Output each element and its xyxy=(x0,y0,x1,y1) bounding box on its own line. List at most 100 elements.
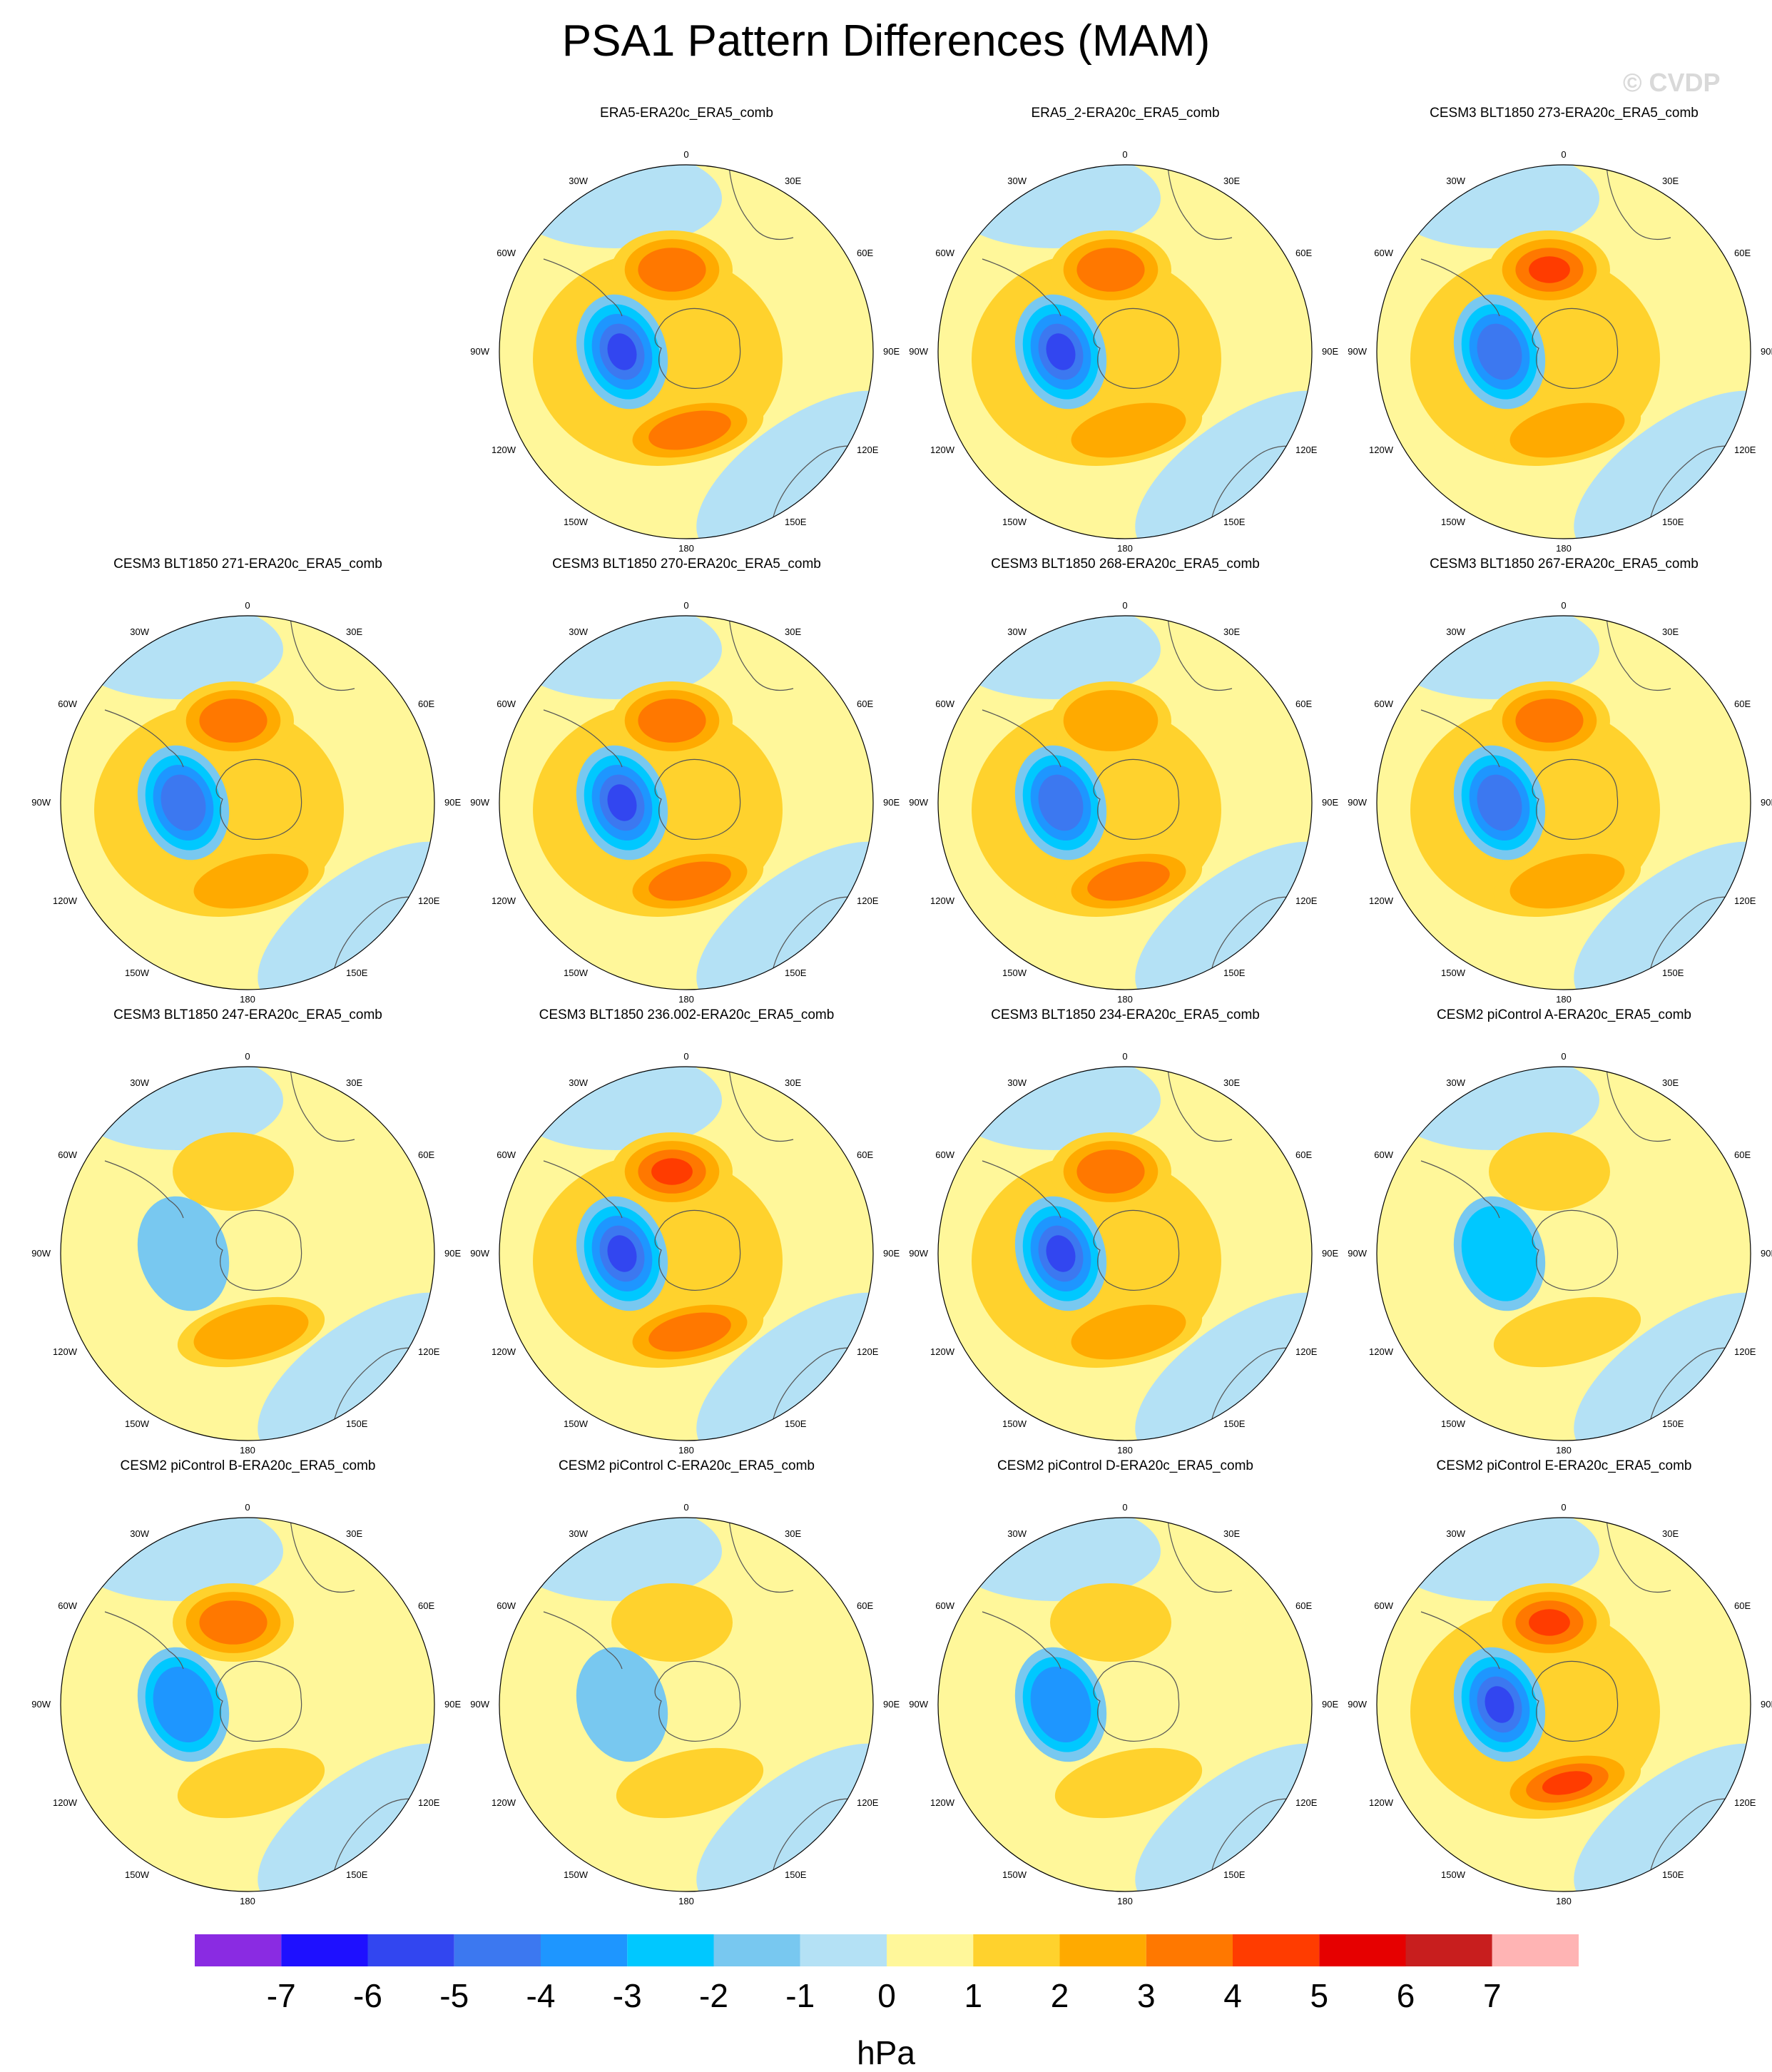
south-america-coastline xyxy=(543,709,623,768)
contour-negative-outer xyxy=(1574,1743,1751,1891)
south-america-coastline xyxy=(1420,1160,1500,1219)
map-panel: ERA5_2-ERA20c_ERA5_comb 0 30E 60E 90E 120E 150… xyxy=(906,106,1345,555)
colorbar-tick-label: 4 xyxy=(1223,1977,1242,2014)
longitude-label: 90E xyxy=(1761,1699,1772,1710)
south-america-coastline xyxy=(543,1611,623,1670)
longitude-label: 180 xyxy=(1117,1445,1133,1456)
contour-negative-outer xyxy=(696,390,873,539)
colorbar-tick-label: -2 xyxy=(699,1977,728,2014)
longitude-label: 180 xyxy=(1556,994,1572,1005)
map-boundary xyxy=(1376,615,1751,990)
longitude-label: 90W xyxy=(31,1248,51,1259)
longitude-label: 0 xyxy=(683,149,688,160)
polar-map: 0 30E 60E 90E 120E 150E 180 150W 120W 90W 60W 30W xyxy=(31,1502,461,1906)
longitude-label: 150W xyxy=(125,1418,150,1429)
contour-field xyxy=(1377,165,1751,539)
polar-map: 0 30E 60E 90E 120E 150E 180 150W 120W 90W 60W 30W xyxy=(31,1051,461,1456)
contour-positive-center xyxy=(638,248,706,292)
map-boundary xyxy=(937,1517,1313,1892)
polar-map: 0 30E 60E 90E 120E 150E 180 150W 120W 90W 60W 30W xyxy=(1348,600,1772,1005)
colorbar-tick-label: -5 xyxy=(439,1977,469,2014)
contour-negative-center xyxy=(161,774,206,831)
longitude-label: 60E xyxy=(857,1600,873,1611)
longitude-label: 30W xyxy=(130,626,149,637)
longitude-label: 90W xyxy=(1348,1699,1367,1710)
panel-title: ERA5_2-ERA20c_ERA5_comb xyxy=(1031,106,1220,121)
longitude-label: 30E xyxy=(1662,626,1679,637)
longitude-label: 120E xyxy=(857,1346,879,1357)
longitude-label: 60W xyxy=(1374,248,1393,258)
africa-coastline xyxy=(1606,1067,1671,1142)
longitude-label: 30E xyxy=(1223,1077,1240,1088)
contour-negative-center xyxy=(153,1666,214,1743)
antarctica-coastline xyxy=(1532,308,1619,390)
longitude-label: 90W xyxy=(470,1699,489,1710)
longitude-label: 0 xyxy=(683,1502,688,1513)
contour-negative-outer xyxy=(258,1292,434,1441)
longitude-label: 150E xyxy=(346,1418,368,1429)
longitude-label: 30W xyxy=(1007,626,1027,637)
longitude-label: 120E xyxy=(1295,445,1318,455)
longitude-label: 60E xyxy=(1295,1149,1312,1160)
polar-map: 0 30E 60E 90E 120E 150E 180 150W 120W 90W 60W 30W xyxy=(909,149,1338,554)
africa-coastline xyxy=(290,616,355,691)
longitude-label: 90W xyxy=(470,1248,489,1259)
longitude-label: 180 xyxy=(1117,543,1133,554)
longitude-label: 0 xyxy=(1122,1051,1127,1062)
longitude-label: 90W xyxy=(909,1248,928,1259)
south-america-coastline xyxy=(1420,258,1500,317)
contour-positive-center xyxy=(1063,690,1159,751)
colorbar-swatch xyxy=(1146,1934,1233,1966)
contour-positive-center xyxy=(199,1600,268,1645)
longitude-label: 60E xyxy=(857,248,873,258)
longitude-label: 90E xyxy=(1322,797,1338,808)
australia-coastline xyxy=(1649,896,1743,975)
longitude-label: 90E xyxy=(444,1248,461,1259)
longitude-label: 120E xyxy=(418,1797,440,1808)
longitude-label: 60W xyxy=(58,1600,77,1611)
polar-map: 0 30E 60E 90E 120E 150E 180 150W 120W 90W 60W 30W xyxy=(909,1502,1338,1906)
south-america-coastline xyxy=(104,1160,184,1219)
longitude-label: 120E xyxy=(1734,1797,1756,1808)
longitude-label: 180 xyxy=(1117,1896,1133,1906)
longitude-label: 150E xyxy=(346,1869,368,1880)
contour-negative-center xyxy=(607,784,637,821)
longitude-label: 30W xyxy=(1446,1528,1465,1539)
contour-positive-center xyxy=(1087,861,1170,901)
longitude-label: 120W xyxy=(1369,1797,1394,1808)
map-panel: CESM3 BLT1850 271-ERA20c_ERA5_comb 0 30E 60… xyxy=(29,557,467,1006)
contour-negative-outer xyxy=(1135,390,1312,539)
longitude-label: 120W xyxy=(1369,895,1394,906)
map-boundary xyxy=(499,164,874,539)
colorbar-tick-label: 7 xyxy=(1483,1977,1502,2014)
longitude-label: 30W xyxy=(1007,1077,1027,1088)
contour-positive-center xyxy=(1509,402,1625,458)
longitude-label: 150W xyxy=(1441,517,1466,527)
colorbar-swatch xyxy=(1233,1934,1320,1966)
contour-positive-center xyxy=(1071,402,1186,458)
longitude-label: 120E xyxy=(418,895,440,906)
colorbar-tick-label: -6 xyxy=(353,1977,382,2014)
longitude-label: 30W xyxy=(569,1077,588,1088)
antarctica-coastline xyxy=(1093,758,1180,841)
longitude-label: 30W xyxy=(1446,1077,1465,1088)
south-america-coastline xyxy=(982,258,1061,317)
africa-coastline xyxy=(728,166,794,240)
longitude-label: 150W xyxy=(564,1418,589,1429)
longitude-label: 90E xyxy=(444,1699,461,1710)
longitude-label: 60E xyxy=(418,1149,434,1160)
map-boundary xyxy=(1376,164,1751,539)
map-boundary xyxy=(60,1066,435,1441)
longitude-label: 120W xyxy=(53,895,78,906)
contour-negative-center xyxy=(137,1196,230,1311)
longitude-label: 60E xyxy=(1734,1600,1751,1611)
longitude-label: 120W xyxy=(53,1797,78,1808)
contour-positive-center xyxy=(1050,1583,1171,1662)
longitude-label: 120E xyxy=(857,895,879,906)
longitude-label: 150E xyxy=(1662,1418,1684,1429)
australia-coastline xyxy=(1210,445,1304,524)
contour-negative-outer xyxy=(258,841,434,990)
polar-map: 0 30E 60E 90E 120E 150E 180 150W 120W 90W 60W 30W xyxy=(470,1051,900,1456)
contour-field xyxy=(499,165,873,539)
contour-negative-center xyxy=(1461,1206,1538,1301)
